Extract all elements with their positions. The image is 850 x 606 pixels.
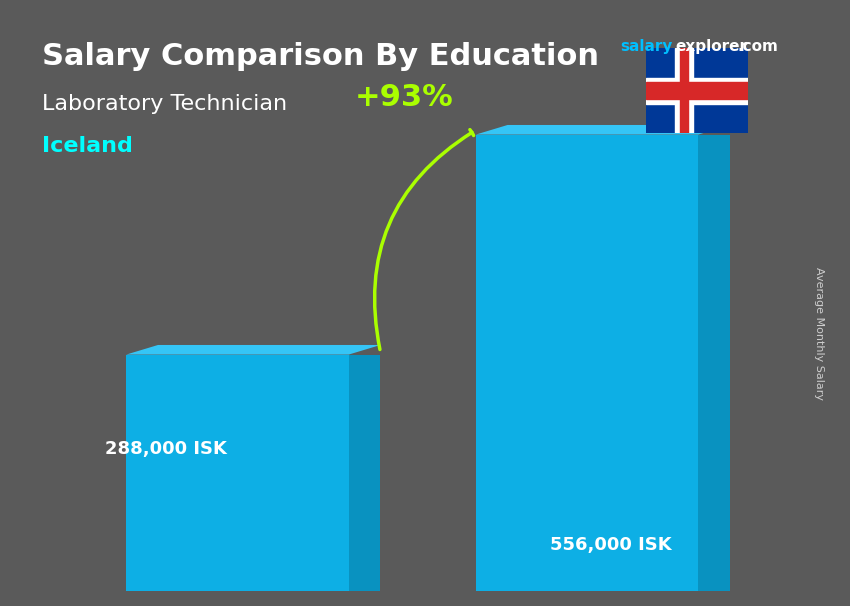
Text: 556,000 ISK: 556,000 ISK <box>550 536 672 554</box>
Text: salary: salary <box>620 39 673 55</box>
Bar <box>680 48 688 133</box>
Bar <box>646 82 748 99</box>
Bar <box>675 48 693 133</box>
Polygon shape <box>348 355 381 591</box>
Text: Laboratory Technician: Laboratory Technician <box>42 94 287 114</box>
Polygon shape <box>127 345 381 355</box>
Polygon shape <box>698 135 730 591</box>
Text: .com: .com <box>738 39 779 55</box>
Text: explorer: explorer <box>676 39 748 55</box>
Polygon shape <box>476 125 730 135</box>
Text: 288,000 ISK: 288,000 ISK <box>105 440 227 458</box>
Text: +93%: +93% <box>355 83 454 112</box>
Bar <box>646 78 748 104</box>
Bar <box>476 135 698 591</box>
Text: Average Monthly Salary: Average Monthly Salary <box>814 267 824 400</box>
Text: Iceland: Iceland <box>42 136 133 156</box>
Bar <box>127 355 348 591</box>
Text: Salary Comparison By Education: Salary Comparison By Education <box>42 42 599 72</box>
